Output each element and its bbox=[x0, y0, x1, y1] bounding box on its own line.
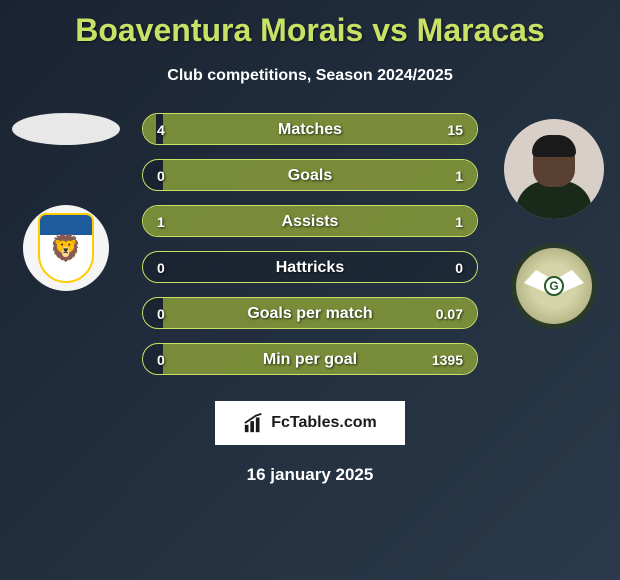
page-title: Boaventura Morais vs Maracas bbox=[0, 0, 620, 49]
stat-label: Matches bbox=[143, 114, 477, 145]
stat-row: 0Min per goal1395 bbox=[142, 343, 478, 375]
stat-label: Goals bbox=[143, 160, 477, 191]
stat-value-right: 1395 bbox=[432, 344, 463, 375]
club-initial: G bbox=[544, 276, 564, 296]
left-player-column: 🦁 bbox=[8, 113, 124, 291]
stat-value-right: 1 bbox=[455, 206, 463, 237]
stat-row: 1Assists1 bbox=[142, 205, 478, 237]
right-player-column: G bbox=[496, 113, 612, 329]
stat-label: Assists bbox=[143, 206, 477, 237]
stat-value-right: 0.07 bbox=[436, 298, 463, 329]
stat-value-right: 15 bbox=[447, 114, 463, 145]
stat-value-right: 1 bbox=[455, 160, 463, 191]
branding-text: FcTables.com bbox=[271, 414, 377, 432]
stat-label: Hattricks bbox=[143, 252, 477, 283]
stat-label: Min per goal bbox=[143, 344, 477, 375]
stat-row: 0Hattricks0 bbox=[142, 251, 478, 283]
player-right-avatar bbox=[504, 119, 604, 219]
club-left-crest: 🦁 bbox=[23, 205, 109, 291]
stat-row: 0Goals1 bbox=[142, 159, 478, 191]
date-text: 16 january 2025 bbox=[0, 465, 620, 485]
scf-badge-icon: 🦁 bbox=[38, 213, 94, 283]
comparison-content: 🦁 4Matches150Goals11Assists10Hattricks00… bbox=[0, 113, 620, 389]
player-left-avatar bbox=[12, 113, 120, 145]
club-right-crest: G bbox=[511, 243, 597, 329]
subtitle: Club competitions, Season 2024/2025 bbox=[0, 67, 620, 85]
stat-label: Goals per match bbox=[143, 298, 477, 329]
stat-value-right: 0 bbox=[455, 252, 463, 283]
stats-container: 4Matches150Goals11Assists10Hattricks00Go… bbox=[124, 113, 496, 389]
chart-icon bbox=[243, 412, 265, 434]
branding-badge: FcTables.com bbox=[215, 401, 405, 445]
stat-row: 4Matches15 bbox=[142, 113, 478, 145]
stat-row: 0Goals per match0.07 bbox=[142, 297, 478, 329]
